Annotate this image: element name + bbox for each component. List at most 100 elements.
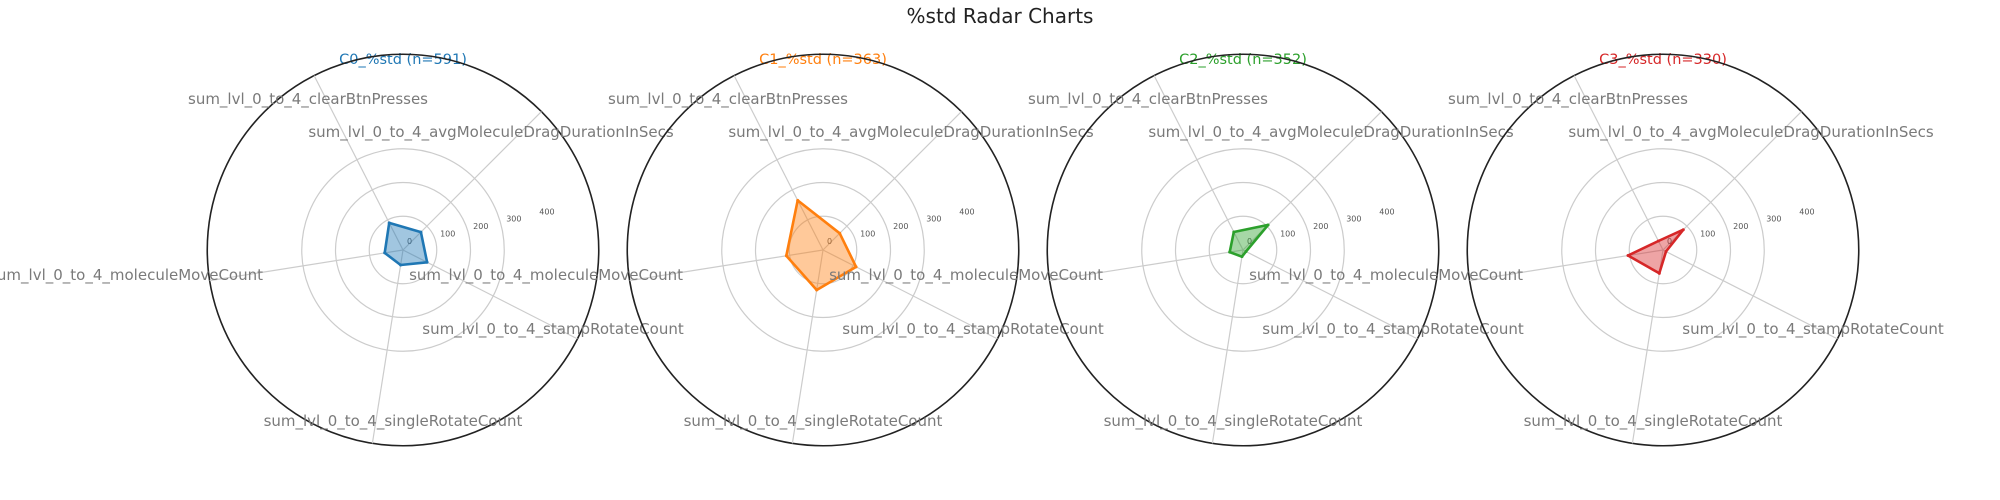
radar-title-3: C3_%std (n=330) [1599,52,1727,68]
axis-label-0-2: sum_lvl_0_to_4_moleculeMoveCount [0,266,263,285]
grid-circle-2-1 [1174,181,1312,319]
data-point-3-0 [1681,228,1685,232]
axis-label-0-4: sum_lvl_0_to_4_stampRotateCount [422,320,684,339]
radar-title-0: C0_%std (n=591) [339,52,467,68]
grid-circle-1-2 [721,148,925,352]
tick-label-2-0: 0 [1247,237,1252,246]
data-point-2-0 [1266,223,1270,227]
axis-label-1-1: sum_lvl_0_to_4_clearBtnPresses [608,90,848,109]
tick-label-1-1: 100 [860,230,875,239]
spoke-2-3 [1211,249,1244,444]
axis-label-3-3: sum_lvl_0_to_4_singleRotateCount [1524,412,1783,431]
tick-label-2-4: 400 [1379,207,1394,216]
grid-circle-3-0 [1628,215,1698,285]
data-point-1-3 [815,288,819,292]
spoke-1-3 [791,249,824,444]
grid-circle-2-2 [1141,148,1345,352]
axis-label-3-0: sum_lvl_0_to_4_avgMoleculeDragDurationIn… [1568,123,1934,142]
data-polygon-2 [1228,223,1270,259]
spoke-3-1 [1573,75,1664,251]
grid-circle-3-2 [1561,148,1765,352]
axis-label-1-0: sum_lvl_0_to_4_avgMoleculeDragDurationIn… [728,123,1094,142]
data-point-2-2 [1228,250,1232,254]
radar-frame-3 [1466,53,1860,447]
tick-label-2-3: 300 [1346,215,1361,224]
data-point-1-1 [796,198,800,202]
spoke-0-3 [371,249,404,444]
axis-label-2-1: sum_lvl_0_to_4_clearBtnPresses [1028,90,1268,109]
main-title: %std Radar Charts [906,4,1094,28]
spoke-2-1 [1153,75,1244,251]
spoke-1-4 [822,249,998,340]
tick-label-0-4: 400 [539,207,554,216]
radar-chart-2: C2_%std (n=352) 0 100 200 300 400 sum_lvl_0_to… [829,52,1524,447]
tick-label-3-2: 200 [1733,222,1748,231]
data-point-1-2 [784,254,788,258]
tick-label-0-1: 100 [440,230,455,239]
tick-label-3-1: 100 [1700,230,1715,239]
spoke-0-1 [313,75,404,251]
axis-label-1-3: sum_lvl_0_to_4_singleRotateCount [684,412,943,431]
grid-circle-3-1 [1594,181,1732,319]
axis-label-3-1: sum_lvl_0_to_4_clearBtnPresses [1448,90,1688,109]
data-polygon-1 [784,199,858,292]
spoke-1-1 [733,75,824,251]
data-point-3-1 [1656,239,1660,243]
radar-chart-1: C1_%std (n=363) 0 100 200 300 400 sum_lvl_0_to… [409,52,1104,447]
data-point-0-3 [399,263,403,267]
tick-label-1-4: 400 [959,207,974,216]
spoke-1-2 [629,249,824,282]
grid-circle-0-1 [334,181,472,319]
tick-label-0-3: 300 [506,215,521,224]
axis-label-0-3: sum_lvl_0_to_4_singleRotateCount [264,412,523,431]
data-point-3-2 [1626,254,1630,258]
axis-label-0-0: sum_lvl_0_to_4_avgMoleculeDragDurationIn… [308,123,674,142]
data-point-0-1 [387,221,391,225]
data-point-2-1 [1232,230,1236,234]
spoke-3-4 [1662,249,1838,340]
data-point-0-4 [425,260,429,264]
grid-circle-1-1 [754,181,892,319]
spoke-2-4 [1242,249,1418,340]
data-point-2-4 [1244,250,1248,254]
radar-chart-3: C3_%std (n=330) 0 100 200 300 400 sum_lvl_0_to… [1249,52,1944,447]
spoke-0-0 [402,111,542,251]
radar-frame-2 [1046,53,1440,447]
axis-label-2-3: sum_lvl_0_to_4_singleRotateCount [1104,412,1363,431]
grid-circle-1-0 [788,215,858,285]
spoke-2-2 [1049,249,1244,282]
spoke-3-3 [1631,249,1664,444]
axis-label-1-4: sum_lvl_0_to_4_stampRotateCount [842,320,1104,339]
data-polygon-3 [1626,228,1685,275]
axis-label-3-4: sum_lvl_0_to_4_stampRotateCount [1682,320,1944,339]
tick-label-3-3: 300 [1766,215,1781,224]
axis-label-3-2: sum_lvl_0_to_4_moleculeMoveCount [1249,266,1523,285]
axis-label-2-2: sum_lvl_0_to_4_moleculeMoveCount [829,266,1103,285]
data-polygon-0 [383,221,429,267]
spoke-1-0 [822,111,962,251]
spoke-0-4 [402,249,578,340]
spoke-0-2 [209,249,404,282]
tick-label-2-1: 100 [1280,230,1295,239]
tick-label-0-0: 0 [407,237,412,246]
data-point-2-3 [1240,255,1244,259]
grid-circle-0-0 [368,215,438,285]
tick-label-1-3: 300 [926,215,941,224]
radar-frame-0 [206,53,600,447]
spoke-3-0 [1662,111,1802,251]
tick-label-3-4: 400 [1799,207,1814,216]
grid-circle-2-0 [1208,215,1278,285]
data-point-0-0 [419,230,423,234]
data-point-1-4 [854,265,858,269]
radar-title-1: C1_%std (n=363) [759,52,887,68]
data-point-3-4 [1664,250,1668,254]
tick-label-3-0: 0 [1667,237,1672,246]
radar-title-2: C2_%std (n=352) [1179,52,1307,68]
grid-circle-0-2 [301,148,505,352]
radar-frame-1 [626,53,1020,447]
tick-label-2-2: 200 [1313,222,1328,231]
radar-chart-0: C0_%std (n=591) 0 100 200 300 400 sum_lvl_0_to… [0,52,684,447]
axis-label-2-0: sum_lvl_0_to_4_avgMoleculeDragDurationIn… [1148,123,1514,142]
